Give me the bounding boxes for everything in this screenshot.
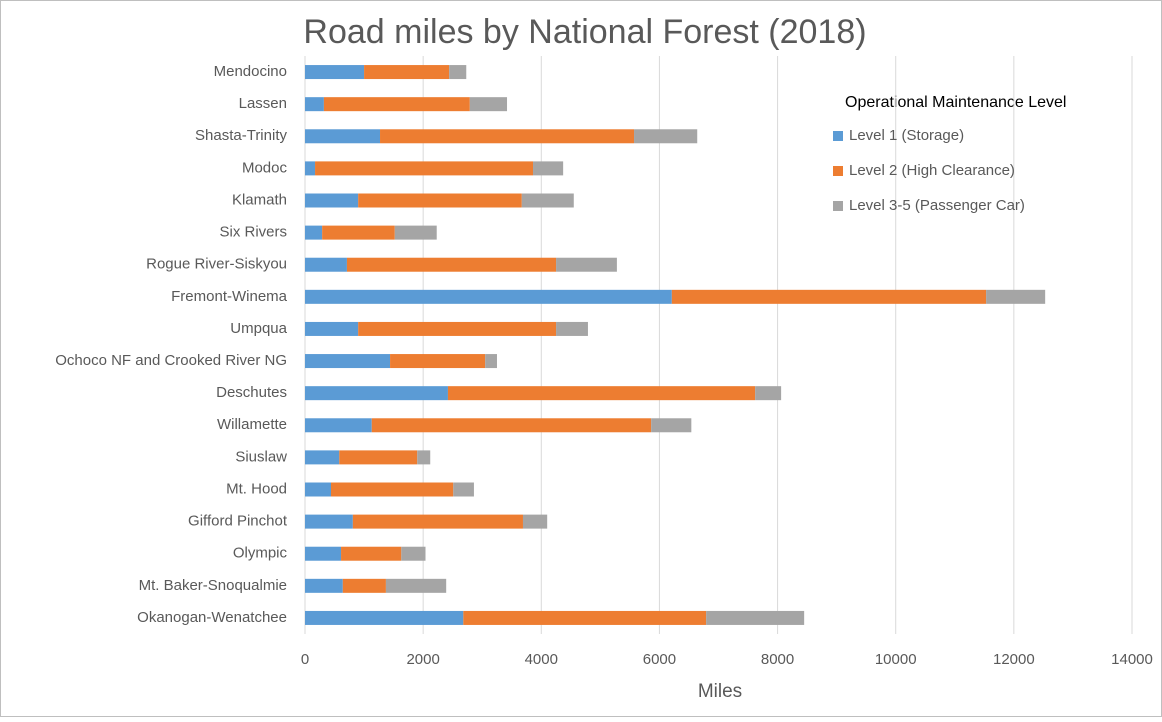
y-tick-label: Mendocino <box>214 63 287 80</box>
bar-segment <box>394 225 437 240</box>
bar-segment <box>322 225 395 240</box>
bar-segment <box>755 386 782 401</box>
bar-segment <box>346 257 557 272</box>
legend-label: Level 1 (Storage) <box>849 127 964 144</box>
bar-segment <box>305 386 448 401</box>
bar-segment <box>305 482 331 497</box>
y-tick-label: Modoc <box>242 159 288 176</box>
bar-segment <box>315 161 534 176</box>
y-tick-label: Klamath <box>232 191 287 208</box>
x-tick-label: 0 <box>301 651 309 668</box>
bar-segment <box>339 450 418 465</box>
bar-segment <box>671 289 987 304</box>
y-tick-label: Lassen <box>239 95 287 112</box>
x-tick-label: 14000 <box>1111 651 1153 668</box>
x-tick-label: 12000 <box>993 651 1035 668</box>
legend-label: Level 3-5 (Passenger Car) <box>849 197 1025 214</box>
bar-segment <box>986 289 1046 304</box>
y-tick-label: Olympic <box>233 545 288 562</box>
bar-segment <box>305 129 381 144</box>
legend-swatch <box>833 166 843 176</box>
bar-segment <box>330 482 454 497</box>
y-tick-label: Deschutes <box>216 384 287 401</box>
bar-segment <box>305 578 343 593</box>
bar-segment <box>305 546 342 561</box>
bar-segment <box>305 354 391 369</box>
bar-segment <box>556 257 617 272</box>
y-tick-label: Fremont-Winema <box>171 288 288 305</box>
bar-segment <box>341 546 402 561</box>
chart-title: Road miles by National Forest (2018) <box>303 13 866 51</box>
bar-segment <box>449 65 467 80</box>
legend-label: Level 2 (High Clearance) <box>849 162 1015 179</box>
bar-segment <box>651 418 692 433</box>
x-tick-label: 2000 <box>406 651 439 668</box>
bar-segment <box>305 97 324 112</box>
bar-segment <box>305 161 316 176</box>
bar-segment <box>453 482 474 497</box>
y-tick-label: Rogue River-Siskyou <box>146 256 287 273</box>
x-axis-title: Miles <box>698 681 742 702</box>
y-tick-label: Gifford Pinchot <box>188 513 288 530</box>
bar-segment <box>556 321 588 336</box>
legend-swatch <box>833 201 843 211</box>
y-tick-label: Six Rivers <box>219 224 287 241</box>
y-tick-label: Mt. Hood <box>226 480 287 497</box>
y-tick-label: Shasta-Trinity <box>195 127 287 144</box>
y-tick-label: Umpqua <box>230 320 287 337</box>
legend-title: Operational Maintenance Level <box>845 94 1066 111</box>
bar-segment <box>417 450 431 465</box>
bar-segment <box>469 97 508 112</box>
bar-segment <box>533 161 564 176</box>
y-tick-label: Okanogan-Wenatchee <box>137 609 287 626</box>
y-tick-label: Ochoco NF and Crooked River NG <box>55 352 287 369</box>
x-tick-label: 4000 <box>525 651 558 668</box>
bar-segment <box>305 514 353 529</box>
bar-segment <box>305 193 359 208</box>
bar-segment <box>305 65 365 80</box>
bar-segment <box>447 386 756 401</box>
bar-segment <box>380 129 635 144</box>
bar-segment <box>305 257 347 272</box>
bar-segment <box>305 450 340 465</box>
bar-segment <box>305 225 323 240</box>
legend-swatch <box>833 131 843 141</box>
bar-segment <box>305 289 672 304</box>
bar-segment <box>706 610 805 625</box>
bar-segment <box>371 418 652 433</box>
bar-segment <box>342 578 386 593</box>
bar-segment <box>358 321 557 336</box>
bar-segment <box>305 321 359 336</box>
bar-segment <box>485 354 497 369</box>
x-tick-label: 6000 <box>643 651 676 668</box>
x-tick-label: 8000 <box>761 651 794 668</box>
bar-segment <box>305 610 464 625</box>
bar-segment <box>401 546 426 561</box>
y-tick-label: Mt. Baker-Snoqualmie <box>139 577 287 594</box>
bar-segment <box>352 514 523 529</box>
bar-segment <box>390 354 486 369</box>
x-tick-label: 10000 <box>875 651 917 668</box>
bar-segment <box>364 65 450 80</box>
bar-segment <box>522 514 548 529</box>
y-tick-label: Siuslaw <box>235 448 287 465</box>
y-tick-label: Willamette <box>217 416 287 433</box>
bar-segment <box>634 129 698 144</box>
bar-segment <box>463 610 707 625</box>
bar-segment <box>521 193 574 208</box>
bar-segment <box>385 578 447 593</box>
bar-segment <box>323 97 470 112</box>
bar-segment <box>305 418 372 433</box>
bar-segment <box>358 193 522 208</box>
